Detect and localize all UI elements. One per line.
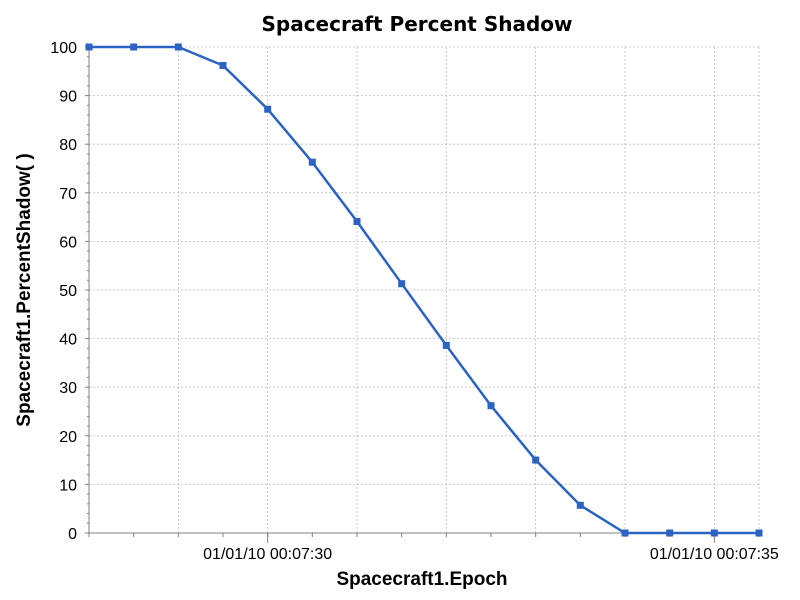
y-tick-label: 70: [59, 186, 77, 203]
y-tick-label: 20: [59, 429, 77, 446]
grid-layer: [88, 46, 760, 533]
y-tick-label: 90: [59, 89, 77, 106]
data-point: [353, 218, 361, 225]
x-tick-label: 01/01/10 00:07:35: [650, 546, 779, 563]
y-tick-label: 10: [59, 477, 77, 494]
y-tick-label: 50: [59, 283, 77, 300]
data-point: [532, 456, 540, 464]
data-point: [576, 501, 584, 509]
data-point: [755, 529, 763, 537]
data-point: [85, 43, 93, 51]
data-point: [308, 158, 316, 166]
y-tick-label: 30: [59, 380, 77, 397]
series-line: [89, 45, 759, 535]
y-tick-label: 60: [59, 234, 77, 251]
x-tick-label: 01/01/10 00:07:30: [203, 546, 332, 563]
x-axis-label: Spacecraft1.Epoch: [336, 569, 507, 590]
data-point: [130, 43, 138, 51]
data-point: [621, 529, 629, 537]
series-layer: [85, 43, 763, 537]
y-tick-label: 100: [50, 40, 77, 57]
y-tick-label: 80: [59, 137, 77, 154]
data-point: [174, 43, 182, 51]
data-point: [219, 62, 227, 69]
chart-title: Spacecraft Percent Shadow: [261, 12, 572, 36]
y-tick-label: 40: [59, 332, 77, 349]
data-point: [264, 105, 272, 113]
data-point: [442, 341, 450, 349]
data-point: [487, 402, 495, 410]
y-tick-labels: 0 10 20 30 40 50 60 70 80 90 100: [50, 40, 77, 543]
data-point: [666, 529, 674, 537]
y-axis-label: Spacecraft1.PercentShadow( ): [14, 153, 35, 426]
y-tick-label: 0: [68, 526, 77, 543]
data-point: [710, 529, 718, 537]
data-point: [398, 280, 406, 288]
